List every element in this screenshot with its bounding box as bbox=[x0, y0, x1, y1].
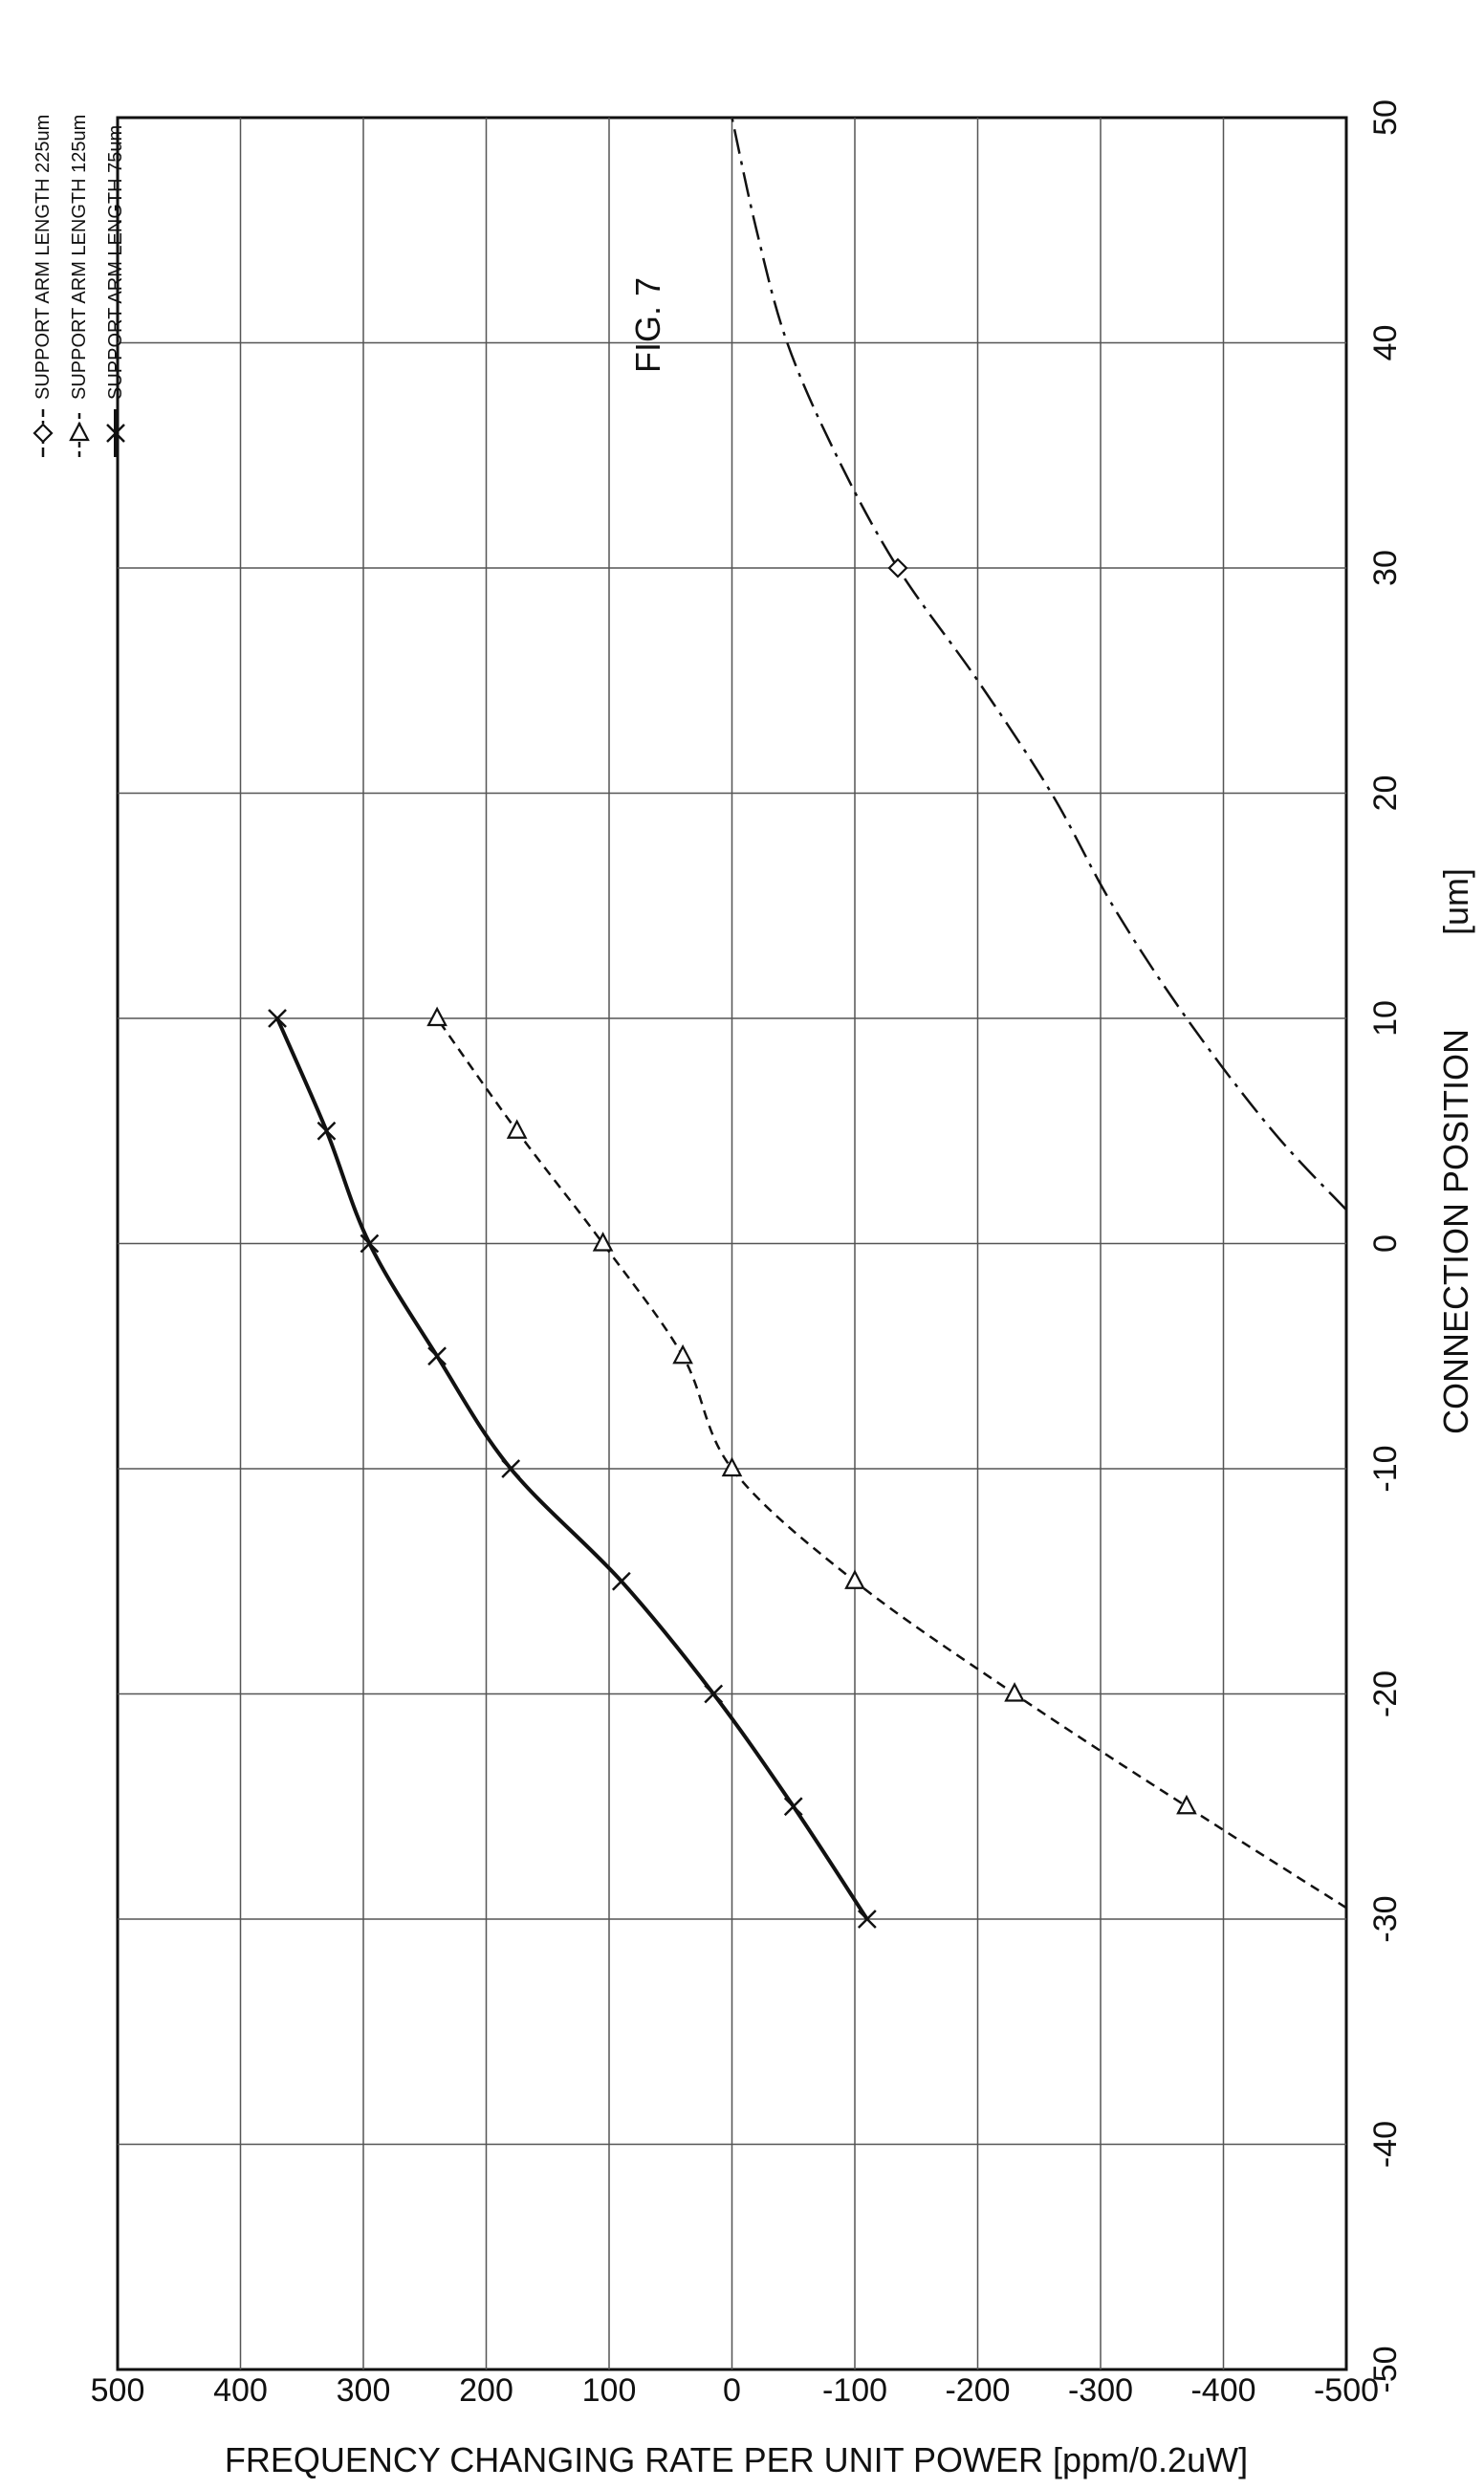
triangle-marker bbox=[426, 1006, 447, 1027]
y-tick-label: 0 bbox=[723, 2372, 741, 2409]
asterisk-marker bbox=[857, 1910, 877, 1929]
x-tick-label: -40 bbox=[1367, 2121, 1404, 2168]
triangle-marker bbox=[506, 1119, 528, 1139]
asterisk-stroke bbox=[106, 424, 125, 443]
triangle-marker bbox=[1004, 1682, 1025, 1702]
plot-area: -50-40-30-20-1001020304050-500-400-300-2… bbox=[33, 99, 1475, 2409]
figure-label: FIG. 7 bbox=[628, 277, 667, 373]
asterisk-marker bbox=[268, 1009, 287, 1028]
y-tick-label: 400 bbox=[213, 2372, 268, 2409]
x-tick-label: 20 bbox=[1367, 775, 1404, 812]
y-tick-label: 100 bbox=[582, 2372, 637, 2409]
asterisk-marker bbox=[106, 424, 125, 443]
legend: SUPPORT ARM LENGTH 225um SUPPORT ARM LENG… bbox=[33, 115, 126, 457]
asterisk-stroke bbox=[268, 1009, 287, 1028]
y-tick-label: 300 bbox=[337, 2372, 391, 2409]
diamond-marker bbox=[33, 423, 54, 444]
y-tick-label: -300 bbox=[1068, 2372, 1133, 2409]
x-tick-label: -30 bbox=[1367, 1895, 1404, 1942]
legend-label: SUPPORT ARM LENGTH 225um bbox=[33, 115, 54, 400]
asterisk-stroke bbox=[501, 1459, 521, 1478]
x-tick-label: 50 bbox=[1367, 99, 1404, 136]
triangle-marker bbox=[69, 421, 90, 442]
triangle-marker bbox=[672, 1343, 693, 1365]
y-tick-label: -200 bbox=[945, 2372, 1010, 2409]
asterisk-marker bbox=[611, 1571, 631, 1591]
grid bbox=[116, 116, 1348, 2371]
y-tick-label: -400 bbox=[1190, 2372, 1255, 2409]
asterisk-stroke bbox=[360, 1234, 380, 1254]
asterisk-stroke bbox=[783, 1797, 803, 1817]
diamond-marker bbox=[887, 557, 908, 579]
asterisk-stroke bbox=[427, 1346, 447, 1366]
x-axis-unit: [um] bbox=[1436, 868, 1475, 935]
asterisk-marker bbox=[360, 1234, 380, 1254]
x-axis-title: CONNECTION POSITION bbox=[1436, 1029, 1475, 1434]
x-tick-label: -10 bbox=[1367, 1445, 1404, 1492]
y-tick-label: -100 bbox=[822, 2372, 887, 2409]
asterisk-stroke bbox=[611, 1571, 631, 1591]
triangle-marker bbox=[1176, 1794, 1197, 1815]
x-tick-label: 0 bbox=[1367, 1234, 1404, 1253]
x-tick-label: -50 bbox=[1367, 2346, 1404, 2392]
legend-label: SUPPORT ARM LENGTH 75um bbox=[105, 125, 126, 400]
series-3 bbox=[268, 1009, 877, 1929]
y-tick-label: 500 bbox=[91, 2372, 145, 2409]
series-1 bbox=[731, 117, 1347, 1212]
tick-labels: -50-40-30-20-1001020304050-500-400-300-2… bbox=[91, 99, 1404, 2409]
x-tick-label: 10 bbox=[1367, 1000, 1404, 1037]
y-axis-title: FREQUENCY CHANGING RATE PER UNIT POWER [… bbox=[225, 2440, 1248, 2479]
asterisk-marker bbox=[427, 1346, 447, 1366]
y-tick-label: -500 bbox=[1314, 2372, 1379, 2409]
asterisk-stroke bbox=[316, 1121, 337, 1141]
legend-label: SUPPORT ARM LENGTH 125um bbox=[69, 115, 90, 400]
x-tick-label: 30 bbox=[1367, 550, 1404, 586]
triangle-marker bbox=[721, 1456, 743, 1477]
asterisk-stroke bbox=[857, 1910, 877, 1929]
triangle-marker bbox=[592, 1232, 614, 1252]
asterisk-marker bbox=[704, 1684, 724, 1704]
asterisk-stroke bbox=[704, 1684, 724, 1704]
x-tick-label: 40 bbox=[1367, 325, 1404, 361]
series-line bbox=[731, 117, 1347, 1212]
triangle-marker bbox=[844, 1569, 865, 1589]
series-line bbox=[436, 1017, 1347, 1910]
series-2 bbox=[426, 1006, 1347, 1910]
asterisk-marker bbox=[501, 1459, 521, 1478]
x-tick-label: -20 bbox=[1367, 1670, 1404, 1717]
asterisk-marker bbox=[783, 1797, 803, 1817]
y-tick-label: 200 bbox=[459, 2372, 513, 2409]
asterisk-marker bbox=[316, 1121, 337, 1141]
series-group bbox=[268, 117, 1347, 1929]
